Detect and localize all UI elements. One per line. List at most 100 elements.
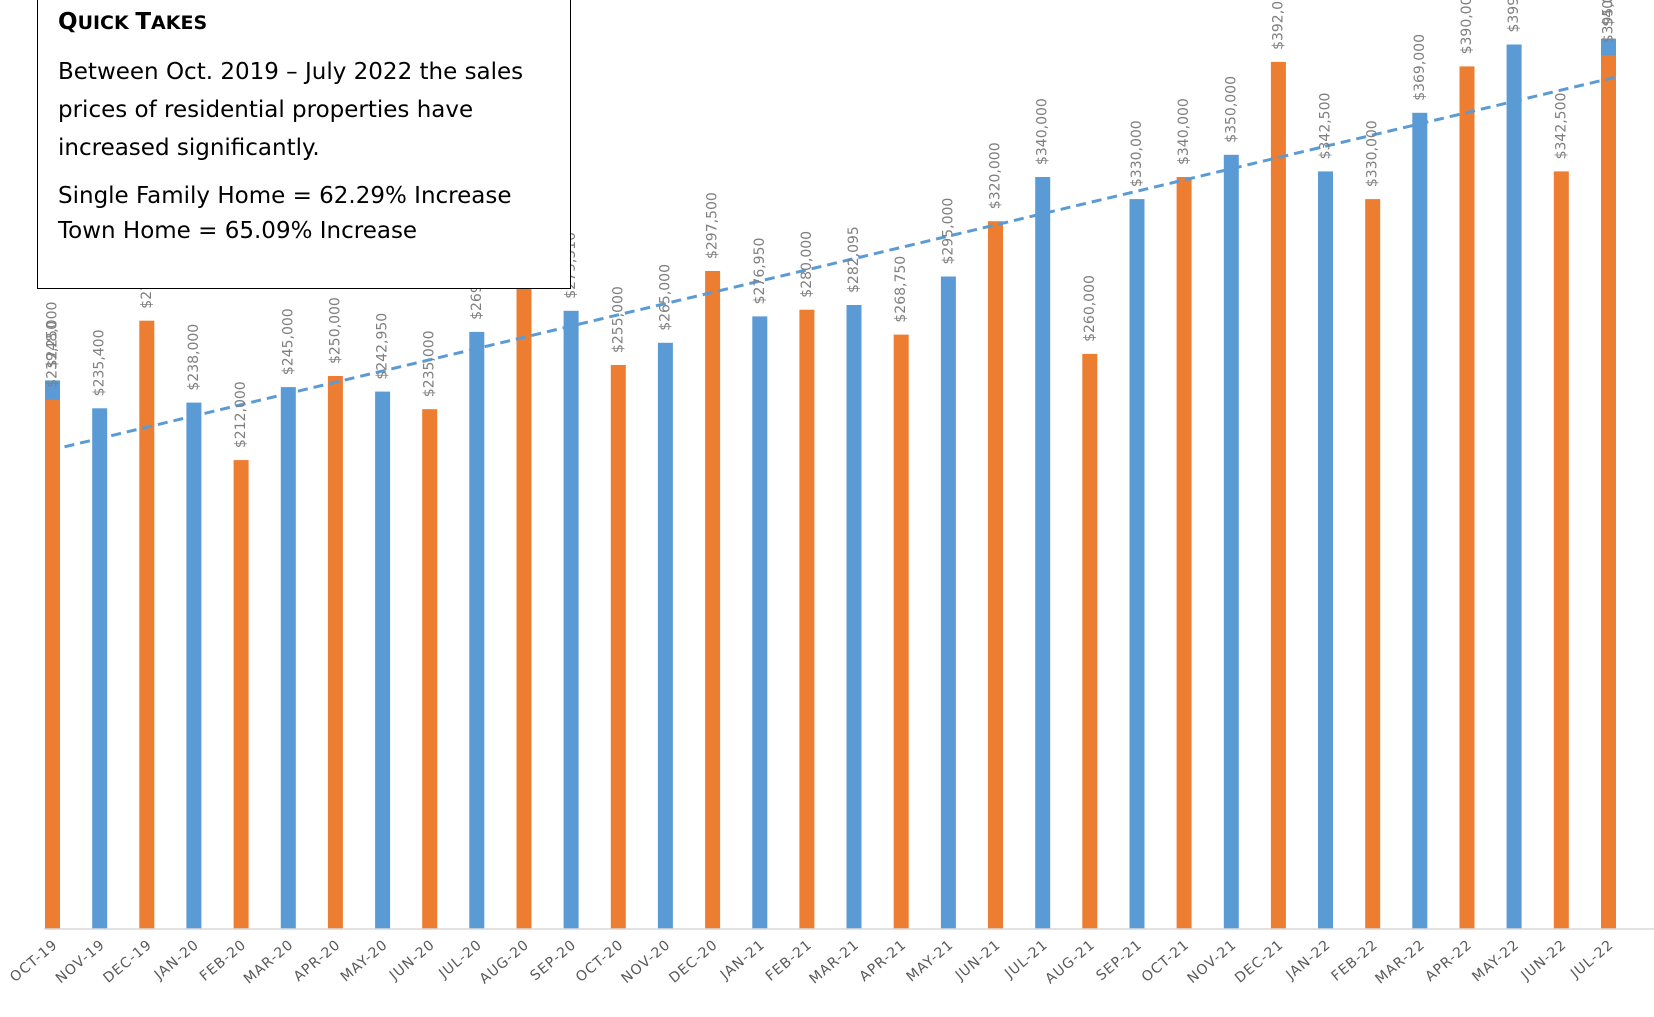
- x-tick-aug-21: AUG-21: [1042, 937, 1098, 988]
- single-family-increase: Single Family Home = 62.29% Increase: [58, 183, 512, 209]
- bar-series0-may-20: [375, 391, 391, 930]
- x-tick-may-22: MAY-22: [1469, 937, 1522, 985]
- bar-series0-jan-20: [186, 402, 202, 930]
- data-label-series0-jan-20: $238,000: [186, 324, 202, 391]
- data-label-series1-aug-21: $260,000: [1082, 275, 1098, 342]
- x-tick-jun-22: JUN-22: [1518, 937, 1570, 984]
- bar-series1-apr-20: [327, 376, 343, 929]
- data-label-series1-jun-22: $342,500: [1553, 93, 1569, 160]
- x-tick-apr-21: APR-21: [857, 937, 910, 985]
- trendline: [64, 75, 1615, 449]
- quick-takes-title-rest-2: AKES: [151, 12, 208, 34]
- data-label-series1-oct-19: $239,250: [45, 321, 61, 388]
- data-label-series0-mar-20: $245,000: [280, 308, 296, 375]
- bar-series1-aug-21: [1082, 353, 1098, 929]
- bar-series0-jan-21: [752, 316, 768, 929]
- x-tick-mar-21: MAR-21: [807, 937, 863, 988]
- x-tick-oct-19: OCT-19: [7, 937, 61, 986]
- x-tick-oct-20: OCT-20: [573, 937, 627, 986]
- data-label-series1-jul-22: $395,000: [1601, 0, 1617, 43]
- bar-series1-jun-21: [988, 221, 1003, 929]
- x-tick-nov-21: NOV-21: [1184, 937, 1239, 987]
- data-label-series0-jul-22: $402,500: [1601, 0, 1617, 27]
- bar-series1-jul-22: [1601, 55, 1616, 930]
- x-tick-labels: OCT-19NOV-19DEC-19JAN-20FEB-20MAR-20APR-…: [7, 937, 1617, 988]
- data-label-series0-oct-19: $248,000: [45, 302, 61, 369]
- data-label-series0-may-21: $295,000: [940, 198, 956, 265]
- quick-takes-title: QUICK TAKES: [58, 9, 552, 35]
- bar-series1-oct-21: [1176, 177, 1192, 929]
- x-tick-dec-19: DEC-19: [100, 937, 155, 987]
- quick-takes-box: QUICK TAKES Between Oct. 2019 – July 202…: [37, 0, 571, 289]
- bar-series1-feb-20: [233, 460, 249, 929]
- bars-layer: [45, 38, 1616, 930]
- bar-series0-jul-21: [1035, 177, 1051, 929]
- x-tick-jul-22: JUL-22: [1567, 937, 1617, 983]
- bar-series0-sep-21: [1129, 199, 1145, 930]
- bar-series0-sep-20: [563, 310, 579, 929]
- x-tick-jan-21: JAN-21: [717, 937, 769, 984]
- x-tick-jun-21: JUN-21: [952, 937, 1004, 984]
- bar-series1-oct-19: [45, 399, 60, 929]
- x-tick-dec-21: DEC-21: [1232, 937, 1287, 987]
- bar-series0-jan-22: [1318, 171, 1333, 929]
- trendline-layer: [64, 75, 1615, 449]
- bar-series1-feb-21: [799, 309, 815, 929]
- x-tick-jun-20: JUN-20: [386, 937, 438, 984]
- bar-series0-mar-22: [1412, 112, 1428, 930]
- bar-series0-nov-19: [92, 408, 108, 929]
- data-label-series1-oct-21: $340,000: [1176, 98, 1192, 165]
- data-label-series1-feb-22: $330,000: [1365, 120, 1381, 187]
- data-label-series0-may-22: $399,900: [1506, 0, 1522, 33]
- x-tick-oct-21: OCT-21: [1139, 937, 1193, 986]
- data-label-series1-feb-21: $280,000: [799, 231, 815, 298]
- bar-series1-dec-20: [705, 271, 721, 929]
- bar-series0-nov-21: [1223, 154, 1239, 930]
- bar-series0-jul-20: [469, 331, 485, 929]
- town-home-increase: Town Home = 65.09% Increase: [58, 218, 418, 244]
- x-tick-nov-19: NOV-19: [53, 937, 108, 987]
- data-label-series0-jan-21: $276,950: [752, 238, 768, 305]
- x-tick-may-20: MAY-20: [338, 937, 391, 985]
- x-tick-mar-20: MAR-20: [241, 937, 297, 988]
- x-tick-nov-20: NOV-20: [619, 937, 674, 987]
- x-tick-may-21: MAY-21: [904, 937, 957, 985]
- bar-series1-dec-19: [139, 320, 155, 929]
- x-tick-apr-20: APR-20: [291, 937, 344, 985]
- data-label-series1-apr-21: $268,750: [893, 256, 909, 323]
- quick-takes-body: Between Oct. 2019 – July 2022 the sales …: [58, 59, 524, 161]
- bar-series0-nov-20: [657, 342, 673, 929]
- data-label-series1-dec-21: $392,000: [1270, 0, 1286, 50]
- bar-series1-dec-21: [1270, 61, 1286, 929]
- bar-series0-may-21: [940, 276, 956, 929]
- data-label-series1-oct-20: $255,000: [610, 286, 626, 353]
- x-tick-mar-22: MAR-22: [1372, 937, 1428, 988]
- bar-series0-mar-20: [280, 387, 296, 930]
- x-tick-sep-21: SEP-21: [1093, 937, 1145, 984]
- bar-series1-jun-22: [1553, 171, 1569, 929]
- bar-series1-oct-20: [610, 365, 626, 929]
- data-label-series1-jun-21: $320,000: [988, 142, 1004, 209]
- quick-takes-title-initial-t: T: [135, 9, 152, 35]
- data-label-series1-apr-20: $250,000: [327, 297, 343, 364]
- data-label-series0-sep-21: $330,000: [1129, 120, 1145, 187]
- bar-series1-jun-20: [422, 409, 438, 929]
- quick-takes-title-rest-1: UICK: [77, 12, 136, 34]
- x-tick-dec-20: DEC-20: [666, 937, 721, 987]
- data-label-series1-apr-22: $390,000: [1459, 0, 1475, 54]
- data-label-series1-feb-20: $212,000: [233, 381, 249, 448]
- x-tick-jan-20: JAN-20: [151, 937, 203, 984]
- data-label-series0-nov-21: $350,000: [1223, 76, 1239, 143]
- bar-series0-may-22: [1506, 44, 1522, 929]
- bar-series0-mar-21: [846, 305, 862, 929]
- bar-series1-apr-21: [893, 334, 909, 930]
- x-tick-aug-20: AUG-20: [477, 937, 533, 988]
- bar-series1-aug-20: [516, 287, 532, 929]
- data-label-series0-nov-20: $265,000: [657, 264, 673, 331]
- x-tick-sep-20: SEP-20: [527, 937, 579, 984]
- x-tick-apr-22: APR-22: [1422, 937, 1475, 985]
- data-label-series0-mar-21: $282,095: [846, 226, 862, 293]
- bar-series1-apr-22: [1459, 66, 1475, 929]
- data-label-series1-jun-20: $235,000: [422, 330, 438, 397]
